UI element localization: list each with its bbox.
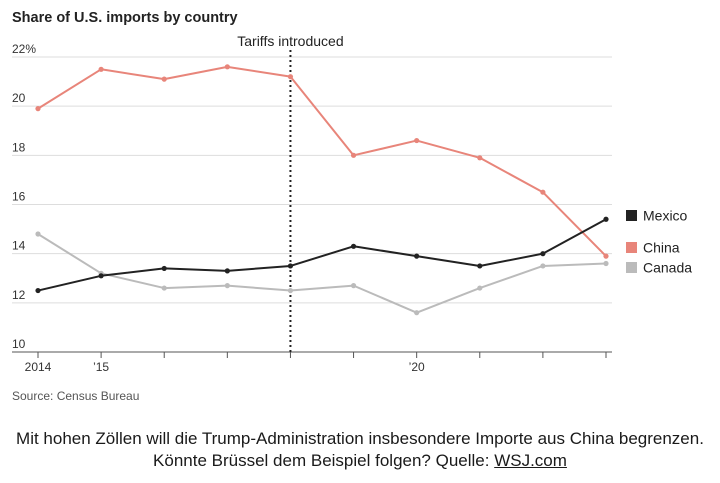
tariffs-label: Tariffs introduced bbox=[237, 33, 343, 49]
y-tick-label: 22% bbox=[12, 42, 36, 56]
legend-label-canada: Canada bbox=[643, 260, 692, 276]
data-point-canada bbox=[477, 285, 483, 291]
legend-label-china: China bbox=[643, 240, 680, 256]
data-point-mexico bbox=[540, 251, 546, 257]
data-point-china bbox=[224, 64, 230, 70]
x-tick-label: ’20 bbox=[409, 360, 425, 374]
chart-title: Share of U.S. imports by country bbox=[12, 10, 238, 26]
data-point-mexico bbox=[414, 253, 420, 259]
x-axis: 2014 ’15 ’20 bbox=[25, 352, 607, 374]
caption-line-1: Mit hohen Zöllen will die Trump-Administ… bbox=[16, 429, 704, 448]
data-point-mexico bbox=[603, 216, 609, 222]
data-point-canada bbox=[287, 287, 294, 294]
grid bbox=[12, 56, 612, 353]
data-point-china bbox=[414, 137, 420, 144]
caption: Mit hohen Zöllen will die Trump-Administ… bbox=[0, 428, 720, 472]
data-point-china bbox=[161, 76, 167, 82]
legend: Mexico China Canada bbox=[626, 208, 692, 276]
data-point-mexico bbox=[98, 273, 104, 279]
data-point-canada bbox=[414, 310, 420, 316]
caption-line-2: Könnte Brüssel dem Beispiel folgen? Quel… bbox=[0, 450, 720, 472]
data-point-china bbox=[540, 189, 546, 195]
caption-line-2-text: Könnte Brüssel dem Beispiel folgen? Quel… bbox=[153, 451, 495, 470]
tariffs-annotation: Tariffs introduced bbox=[237, 33, 344, 352]
series-line-mexico bbox=[37, 218, 607, 292]
series-line-canada bbox=[37, 233, 607, 314]
data-point-canada bbox=[161, 285, 167, 291]
y-tick-label: 20 bbox=[12, 91, 26, 105]
data-point-china bbox=[35, 106, 41, 112]
series-line-china bbox=[37, 65, 607, 257]
data-point-mexico bbox=[224, 268, 230, 274]
series-lines bbox=[35, 64, 609, 316]
data-point-canada bbox=[603, 260, 609, 267]
source-note: Source: Census Bureau bbox=[12, 389, 139, 403]
data-point-mexico bbox=[477, 263, 483, 269]
data-point-mexico bbox=[161, 265, 167, 272]
data-point-china bbox=[603, 253, 609, 259]
y-tick-label: 14 bbox=[12, 239, 26, 253]
data-point-china bbox=[350, 152, 357, 158]
wsj-link[interactable]: WSJ.com bbox=[494, 451, 567, 470]
data-point-china bbox=[98, 66, 104, 72]
legend-label-mexico: Mexico bbox=[643, 208, 688, 224]
y-tick-label: 16 bbox=[12, 190, 26, 204]
y-axis-labels: 10 12 14 16 18 20 22% bbox=[12, 42, 36, 351]
data-point-canada bbox=[224, 283, 230, 289]
data-point-canada bbox=[540, 263, 546, 269]
y-tick-label: 10 bbox=[12, 337, 26, 351]
data-point-mexico bbox=[287, 263, 294, 269]
legend-swatch-mexico bbox=[626, 210, 637, 221]
legend-swatch-china bbox=[626, 242, 637, 253]
x-tick-label: 2014 bbox=[25, 360, 52, 374]
data-point-china bbox=[477, 155, 483, 161]
data-point-mexico bbox=[35, 287, 41, 294]
line-chart: Share of U.S. imports by country 1012141… bbox=[12, 10, 692, 403]
y-tick-label: 12 bbox=[12, 288, 26, 302]
y-tick-label: 18 bbox=[12, 140, 26, 154]
data-point-canada bbox=[35, 231, 41, 237]
legend-swatch-canada bbox=[626, 262, 637, 273]
data-point-canada bbox=[350, 283, 357, 289]
data-point-china bbox=[287, 74, 294, 80]
x-tick-label: ’15 bbox=[93, 360, 109, 374]
data-point-mexico bbox=[350, 243, 357, 249]
